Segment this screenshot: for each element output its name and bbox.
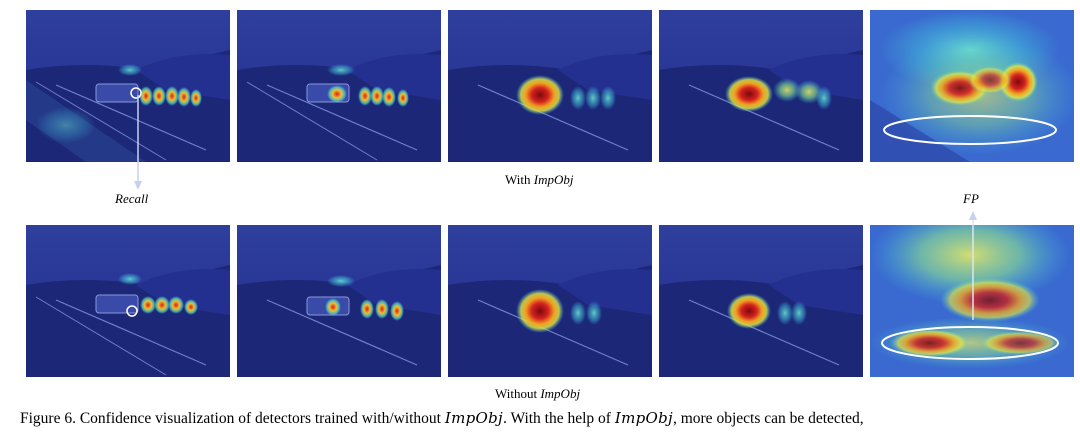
heatmap-top-3 xyxy=(448,10,652,162)
heatmap-bottom-2 xyxy=(237,225,441,377)
recall-label: Recall xyxy=(115,191,149,206)
heatmap-bottom-3 xyxy=(448,225,652,377)
heatmap-bottom-5 xyxy=(870,225,1074,377)
fp-label: FP xyxy=(963,191,979,206)
heatmap-bottom-4 xyxy=(659,225,863,377)
heatmap-top-5 xyxy=(870,10,1074,162)
row-label-without: Without ImpObj xyxy=(495,386,581,401)
fp-arrow xyxy=(969,211,977,320)
row-label-with: With ImpObj xyxy=(505,172,574,187)
figure-caption: Figure 6. Confidence visualization of de… xyxy=(20,409,864,427)
heatmap-top-4 xyxy=(659,10,863,162)
heatmap-top-2 xyxy=(237,10,441,162)
heatmap-bottom-1 xyxy=(26,225,230,377)
heatmap-top-1 xyxy=(26,10,230,162)
recall-arrow xyxy=(134,95,142,190)
